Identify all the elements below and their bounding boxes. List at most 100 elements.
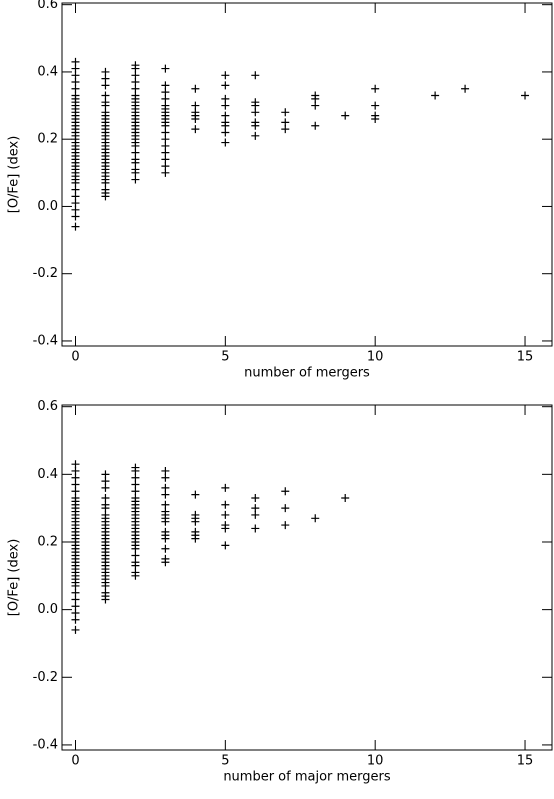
data-point xyxy=(131,571,140,580)
data-point xyxy=(131,84,140,93)
data-point xyxy=(161,141,170,150)
data-point xyxy=(281,504,290,513)
data-point xyxy=(161,534,170,543)
data-point xyxy=(101,581,110,590)
data-point xyxy=(71,473,80,482)
data-point xyxy=(221,510,230,519)
data-point xyxy=(101,483,110,492)
data-point xyxy=(101,504,110,513)
y-tick-label: 0.6 xyxy=(37,0,58,12)
data-point xyxy=(461,84,470,93)
data-point xyxy=(71,57,80,66)
data-point xyxy=(131,148,140,157)
data-point xyxy=(101,470,110,479)
data-point xyxy=(161,490,170,499)
data-point xyxy=(71,212,80,221)
data-point xyxy=(161,473,170,482)
data-point xyxy=(521,91,530,100)
data-point xyxy=(71,192,80,201)
data-point xyxy=(341,494,350,503)
data-point xyxy=(281,487,290,496)
data-point xyxy=(101,101,110,110)
data-point xyxy=(191,490,200,499)
data-point xyxy=(71,480,80,489)
data-point xyxy=(101,192,110,201)
data-point xyxy=(71,460,80,469)
data-point xyxy=(191,534,200,543)
data-point xyxy=(251,524,260,533)
data-point xyxy=(131,551,140,560)
x-axis-label: number of mergers xyxy=(244,366,370,381)
data-point xyxy=(161,64,170,73)
data-point xyxy=(131,64,140,73)
data-point xyxy=(71,205,80,214)
data-point xyxy=(71,615,80,624)
data-point xyxy=(101,91,110,100)
data-point xyxy=(71,625,80,634)
data-point xyxy=(431,91,440,100)
data-point xyxy=(131,168,140,177)
data-point xyxy=(281,118,290,127)
y-axis-label: [O/Fe] (dex) xyxy=(7,539,22,617)
x-tick-label: 10 xyxy=(367,754,384,769)
data-point xyxy=(221,128,230,137)
data-point xyxy=(251,121,260,130)
data-point xyxy=(311,94,320,103)
data-point xyxy=(101,81,110,90)
data-point xyxy=(221,524,230,533)
data-point xyxy=(221,111,230,120)
data-point xyxy=(161,466,170,475)
data-point xyxy=(221,101,230,110)
x-tick-label: 5 xyxy=(221,350,229,365)
data-point xyxy=(341,111,350,120)
data-point xyxy=(221,500,230,509)
y-tick-label: -0.2 xyxy=(33,670,58,685)
data-point xyxy=(161,88,170,97)
data-point xyxy=(71,581,80,590)
data-point xyxy=(371,84,380,93)
data-point xyxy=(131,473,140,482)
data-point xyxy=(131,78,140,87)
data-point xyxy=(311,514,320,523)
data-point xyxy=(71,84,80,93)
data-point xyxy=(161,148,170,157)
data-point xyxy=(131,544,140,553)
data-point xyxy=(251,108,260,117)
data-point xyxy=(71,487,80,496)
data-point xyxy=(191,101,200,110)
data-point xyxy=(101,67,110,76)
data-point xyxy=(251,71,260,80)
y-tick-label: -0.4 xyxy=(33,333,58,348)
data-point xyxy=(101,477,110,486)
data-point xyxy=(191,115,200,124)
data-point xyxy=(71,588,80,597)
y-tick-label: 0.6 xyxy=(37,399,58,414)
data-point xyxy=(71,71,80,80)
y-tick-label: -0.2 xyxy=(33,266,58,281)
data-point xyxy=(251,131,260,140)
data-point xyxy=(71,185,80,194)
plot-frame xyxy=(61,404,553,751)
data-point xyxy=(131,487,140,496)
data-point xyxy=(71,595,80,604)
data-point xyxy=(131,158,140,167)
data-point xyxy=(101,178,110,187)
data-point xyxy=(71,602,80,611)
y-tick-label: -0.4 xyxy=(33,737,58,752)
data-point xyxy=(101,595,110,604)
y-tick-label: 0.2 xyxy=(37,534,58,549)
data-point xyxy=(71,222,80,231)
data-point xyxy=(191,84,200,93)
x-axis-label: number of major mergers xyxy=(223,770,391,785)
x-tick-label: 15 xyxy=(517,350,534,365)
y-tick-label: 0.4 xyxy=(37,467,58,482)
y-axis-label: [O/Fe] (dex) xyxy=(7,136,22,214)
data-point xyxy=(221,81,230,90)
data-point xyxy=(311,101,320,110)
data-point xyxy=(371,101,380,110)
data-point xyxy=(161,81,170,90)
data-point xyxy=(131,480,140,489)
data-point xyxy=(251,510,260,519)
data-point xyxy=(71,466,80,475)
